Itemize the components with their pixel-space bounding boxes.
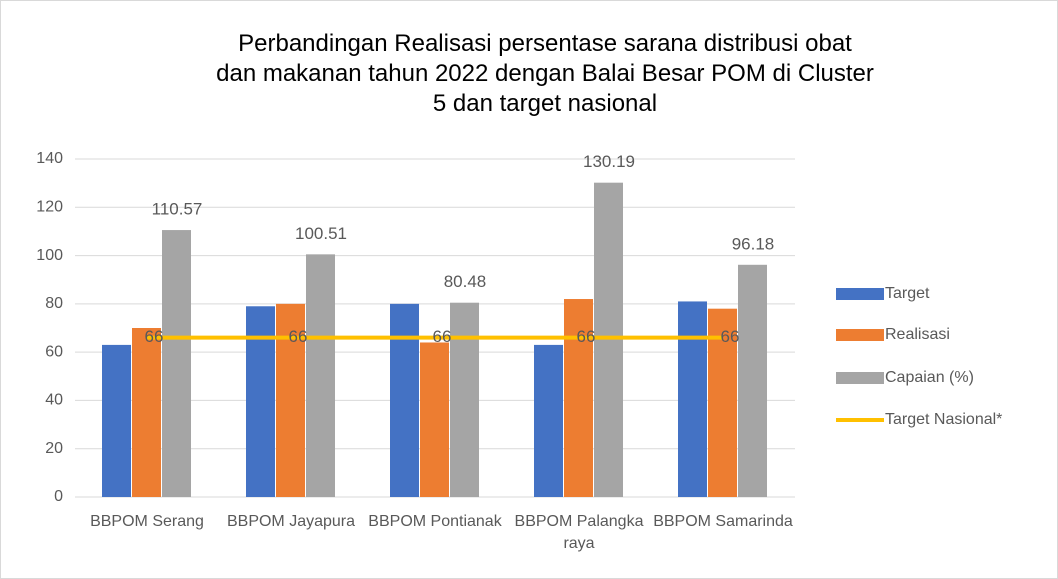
bar — [594, 182, 623, 497]
bar — [708, 308, 737, 497]
y-tick-label: 60 — [45, 343, 63, 360]
chart-title: Perbandingan Realisasi persentase sarana… — [216, 30, 874, 117]
legend-label: Realisasi — [885, 326, 950, 343]
legend-label: Target Nasional* — [885, 411, 1002, 428]
data-label: 66 — [145, 327, 164, 346]
y-tick-label: 100 — [36, 247, 63, 264]
bar — [420, 342, 449, 497]
legend-swatch — [836, 372, 884, 384]
data-label: 66 — [433, 327, 452, 346]
data-label: 66 — [289, 327, 308, 346]
legend-label: Capaian (%) — [885, 369, 974, 386]
bar — [306, 254, 335, 497]
bar — [102, 344, 131, 497]
bar — [678, 301, 707, 497]
data-label: 100.51 — [295, 224, 347, 243]
y-tick-label: 120 — [36, 199, 63, 216]
legend-swatch — [836, 288, 884, 300]
bar — [534, 344, 563, 497]
legend-label: Target — [885, 285, 930, 302]
bar — [738, 264, 767, 497]
bar — [132, 328, 161, 497]
x-tick-label: BBPOM Palangka raya — [514, 513, 644, 552]
x-tick-label: BBPOM Pontianak — [368, 513, 502, 530]
y-tick-label: 140 — [36, 150, 63, 167]
y-tick-label: 80 — [45, 295, 63, 312]
y-tick-label: 40 — [45, 392, 63, 409]
bar — [246, 306, 275, 497]
bar — [162, 230, 191, 497]
data-label: 96.18 — [732, 234, 775, 253]
bar — [564, 299, 593, 497]
bar — [390, 303, 419, 497]
data-label: 110.57 — [152, 200, 203, 219]
data-label: 80.48 — [444, 272, 487, 291]
y-tick-label: 20 — [45, 440, 63, 457]
x-tick-label: BBPOM Samarinda — [653, 513, 793, 530]
x-tick-label: BBPOM Jayapura — [226, 513, 356, 530]
data-label: 130.19 — [583, 152, 635, 171]
legend-swatch — [836, 329, 884, 341]
bar — [450, 302, 479, 497]
x-tick-label: BBPOM Serang — [90, 513, 204, 530]
data-label: 66 — [721, 327, 740, 346]
y-tick-label: 0 — [54, 488, 63, 505]
data-label: 66 — [577, 327, 596, 346]
